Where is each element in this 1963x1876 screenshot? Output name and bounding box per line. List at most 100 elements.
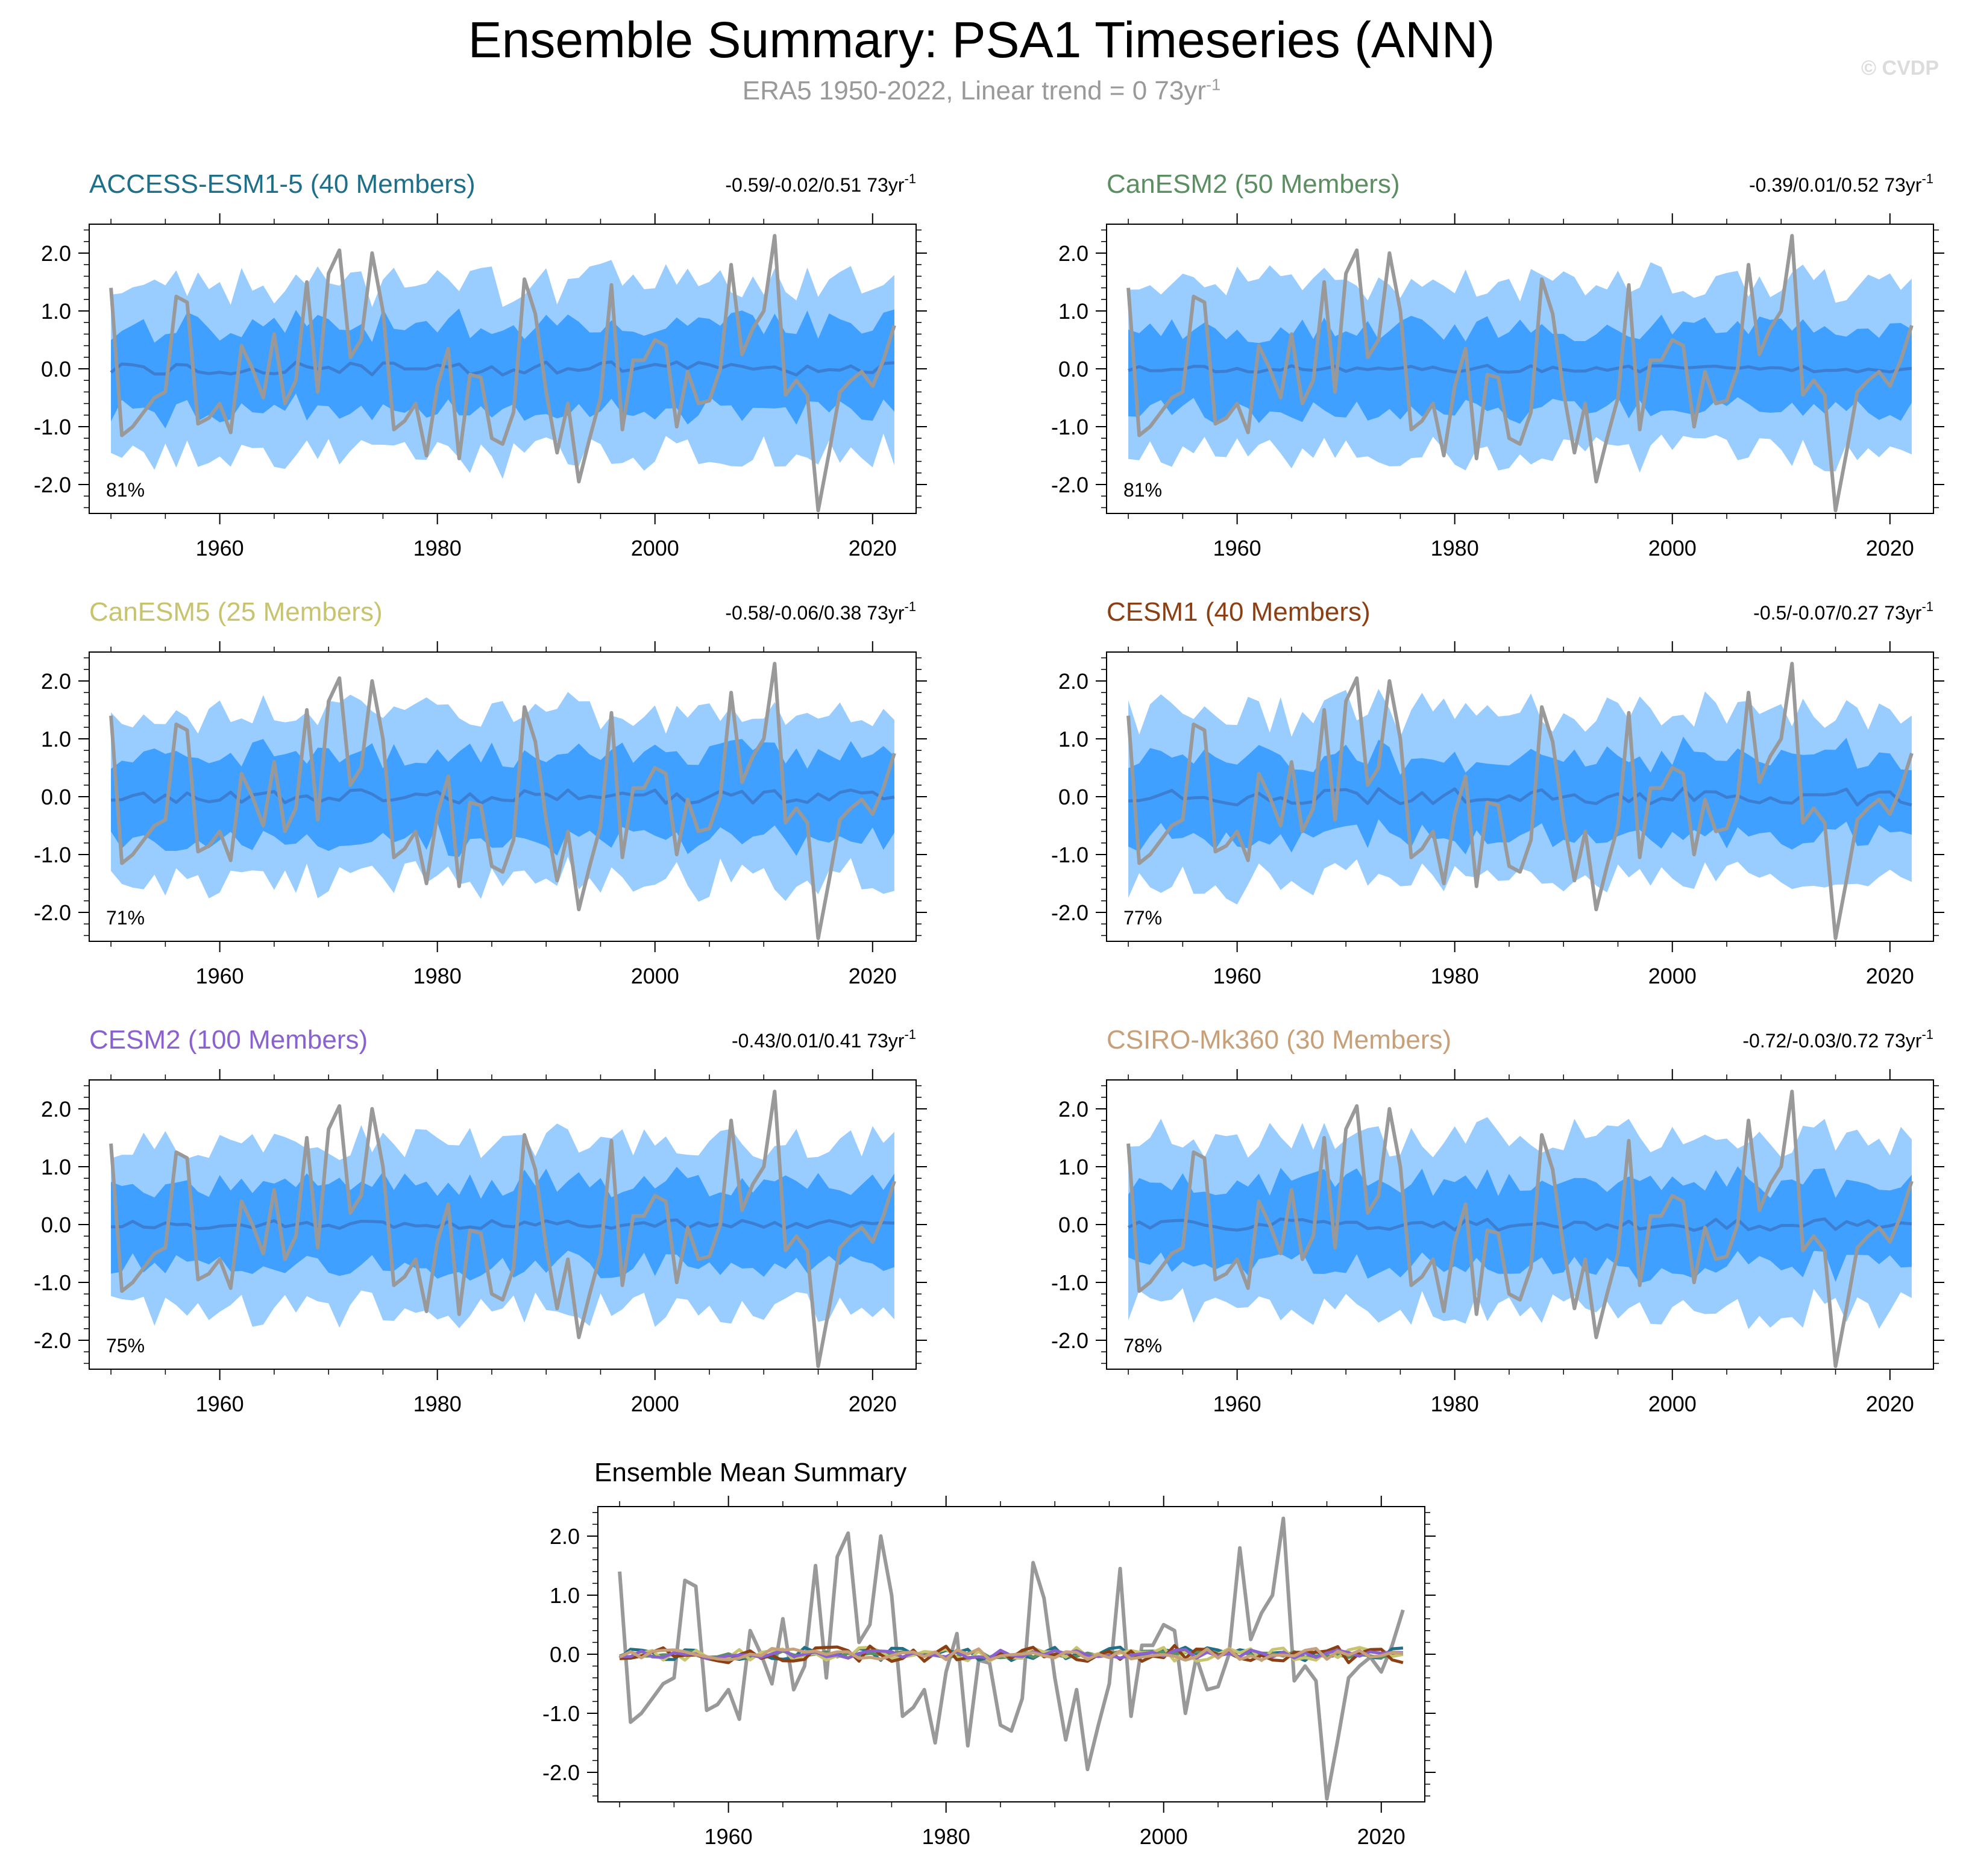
- x-tick-label: 1980: [413, 1391, 462, 1416]
- x-tick-label: 1980: [1431, 964, 1479, 988]
- x-tick-label: 2020: [849, 1391, 897, 1416]
- y-tick-label: 1.0: [41, 299, 71, 324]
- panel-title: CESM1 (40 Members): [1107, 597, 1371, 627]
- y-tick-label: 0.0: [1058, 1212, 1088, 1237]
- x-tick-label: 2020: [1866, 536, 1914, 560]
- panel-title: ACCESS-ESM1-5 (40 Members): [89, 169, 476, 199]
- panel-percent-label: 71%: [106, 907, 145, 929]
- y-tick-label: -1.0: [1051, 1270, 1088, 1295]
- y-tick-label: 2.0: [1058, 1097, 1088, 1122]
- panel-trend-range: -0.58/-0.06/0.38 73yr-1: [725, 599, 916, 624]
- panel-title: CSIRO-Mk360 (30 Members): [1107, 1025, 1451, 1055]
- observed-series-line: [109, 662, 896, 941]
- ensemble-mean-line: [110, 360, 895, 377]
- panel-members-label: (100 Members): [188, 1025, 368, 1055]
- panel-members-label: (40 Members): [310, 169, 476, 199]
- y-tick-label: 0.0: [550, 1642, 580, 1667]
- inner-spread-band: [111, 1167, 894, 1281]
- trend-unit-superscript: -1: [904, 171, 916, 186]
- x-tick-label: 2020: [849, 964, 897, 988]
- panel-percent-label: 81%: [106, 479, 145, 501]
- trend-unit-superscript: -1: [1921, 599, 1933, 614]
- panel-cesm1: 1960 1980 2000 2020 -2.0 -1.0 0.0 1.0 2.0 CESM1 (…: [1051, 597, 1944, 988]
- y-tick-label: 1.0: [1058, 727, 1088, 751]
- observed-series-line: [109, 234, 896, 513]
- trend-values: -0.59/-0.02/0.51 73yr: [725, 174, 904, 196]
- x-tick-label: 2000: [1648, 964, 1697, 988]
- y-tick-label: -1.0: [1051, 842, 1088, 867]
- x-tick-label: 1980: [413, 536, 462, 560]
- panel-cesm2: 1960 1980 2000 2020 -2.0 -1.0 0.0 1.0 2.0 CESM2 (…: [34, 1025, 927, 1416]
- x-tick-label: 1980: [1431, 1391, 1479, 1416]
- ensemble-mean-line: [1128, 786, 1912, 807]
- panel-csiro-mk360: 1960 1980 2000 2020 -2.0 -1.0 0.0 1.0 2.0 CSIRO-M…: [1051, 1025, 1944, 1416]
- inner-spread-band: [1128, 736, 1912, 855]
- panel-model-name: CanESM2: [1107, 169, 1235, 199]
- x-tick-label: 2020: [849, 536, 897, 560]
- panel-canesm2: 1960 1980 2000 2020 -2.0 -1.0 0.0 1.0 2.0 CanESM2…: [1051, 169, 1944, 560]
- panel-model-name: CSIRO-Mk360: [1107, 1025, 1286, 1055]
- y-tick-label: 1.0: [41, 727, 71, 751]
- x-tick-label: 1960: [705, 1824, 753, 1849]
- x-tick-label: 1960: [1213, 536, 1261, 560]
- trend-values: -0.43/0.01/0.41 73yr: [732, 1030, 905, 1052]
- trend-unit-superscript: -1: [1921, 171, 1933, 186]
- y-tick-label: 0.0: [41, 357, 71, 381]
- observed-series-line: [1126, 1090, 1914, 1369]
- panel-ensemble-mean-summary: 1960 1980 2000 2020 -2.0 -1.0 0.0 1.0 2.0 Ensembl…: [542, 1458, 1436, 1849]
- panel-percent-label: 81%: [1123, 479, 1162, 501]
- observed-series-line: [109, 1090, 896, 1369]
- panel-model-name: CESM2: [89, 1025, 188, 1055]
- y-tick-label: 2.0: [1058, 241, 1088, 266]
- ensemble-mean-line: [1128, 363, 1912, 374]
- observed-series-line: [1126, 234, 1914, 513]
- y-tick-label: 0.0: [41, 785, 71, 809]
- panel-percent-label: 78%: [1123, 1335, 1162, 1357]
- trend-values: -0.72/-0.03/0.72 73yr: [1742, 1030, 1921, 1052]
- trend-unit-superscript: -1: [904, 1027, 916, 1042]
- x-tick-label: 2000: [631, 964, 679, 988]
- y-tick-label: 0.0: [41, 1212, 71, 1237]
- y-tick-label: 0.0: [1058, 357, 1088, 381]
- ensemble-mean-line: [111, 1218, 894, 1231]
- trend-values: -0.58/-0.06/0.38 73yr: [725, 602, 904, 624]
- y-tick-label: 2.0: [550, 1524, 580, 1549]
- y-tick-label: -2.0: [34, 900, 71, 925]
- trend-values: -0.5/-0.07/0.27 73yr: [1753, 602, 1922, 624]
- y-tick-label: -2.0: [1051, 1328, 1088, 1353]
- panel-trend-range: -0.43/0.01/0.41 73yr-1: [732, 1027, 916, 1052]
- panel-trend-range: -0.39/0.01/0.52 73yr-1: [1749, 171, 1933, 196]
- x-tick-label: 2000: [631, 536, 679, 560]
- y-tick-label: -2.0: [1051, 900, 1088, 925]
- y-tick-label: -1.0: [34, 415, 71, 439]
- subtitle-text: ERA5 1950-2022, Linear trend = 0 73yr: [742, 76, 1207, 105]
- panel-trend-range: -0.72/-0.03/0.72 73yr-1: [1742, 1027, 1933, 1052]
- x-tick-label: 1960: [196, 1391, 244, 1416]
- y-tick-label: -1.0: [542, 1701, 580, 1726]
- x-tick-label: 2020: [1866, 964, 1914, 988]
- panel-members-label: (30 Members): [1286, 1025, 1451, 1055]
- x-tick-label: 2020: [1866, 1391, 1914, 1416]
- panel-percent-label: 75%: [106, 1335, 145, 1357]
- inner-spread-band: [1128, 315, 1912, 424]
- panel-members-label: (25 Members): [218, 597, 383, 627]
- x-tick-label: 2000: [1140, 1824, 1188, 1849]
- panel-model-name: ACCESS-ESM1-5: [89, 169, 310, 199]
- x-tick-label: 2000: [1648, 1391, 1697, 1416]
- copyright-watermark: © CVDP: [1861, 57, 1939, 80]
- x-tick-label: 2020: [1357, 1824, 1406, 1849]
- mean-summary-title: Ensemble Mean Summary: [594, 1458, 906, 1487]
- y-tick-label: -2.0: [34, 472, 71, 497]
- y-tick-label: 2.0: [41, 241, 71, 266]
- x-tick-label: 1960: [196, 964, 244, 988]
- x-tick-label: 1960: [196, 536, 244, 560]
- trend-unit-superscript: -1: [1921, 1027, 1933, 1042]
- x-tick-label: 1960: [1213, 964, 1261, 988]
- y-tick-label: -2.0: [542, 1760, 580, 1785]
- y-tick-label: 1.0: [1058, 1155, 1088, 1179]
- y-tick-label: 1.0: [41, 1155, 71, 1179]
- observed-series-line: [618, 1516, 1405, 1801]
- panel-members-label: (40 Members): [1205, 597, 1371, 627]
- x-tick-label: 1980: [1431, 536, 1479, 560]
